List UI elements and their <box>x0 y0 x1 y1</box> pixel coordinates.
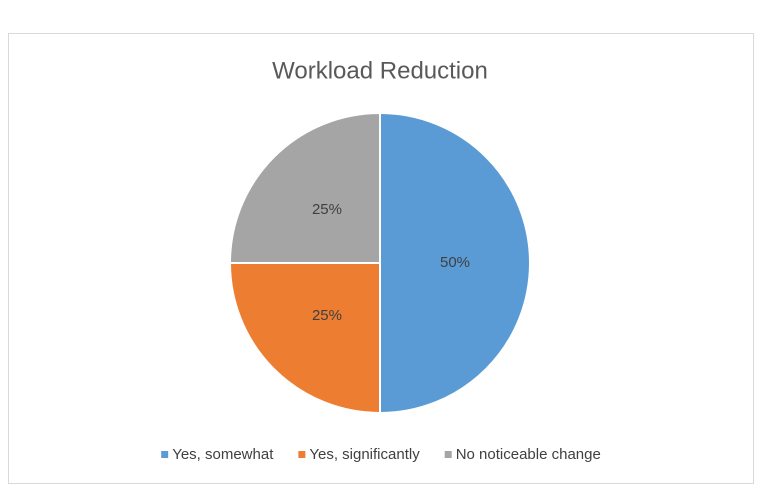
legend-marker <box>161 451 169 458</box>
legend-marker <box>444 451 452 458</box>
chart-title: Workload Reduction <box>272 57 488 84</box>
data-label: 25% <box>312 201 342 218</box>
legend-label: No noticeable change <box>456 446 601 463</box>
pie-slice <box>379 111 531 415</box>
legend-label: Yes, somewhat <box>172 446 274 463</box>
legend: Yes, somewhat Yes, significantly No notice… <box>161 446 601 463</box>
pie-slice <box>228 262 381 415</box>
legend-marker <box>298 451 306 458</box>
legend-label: Yes, significantly <box>309 446 420 463</box>
data-label: 50% <box>440 254 470 271</box>
pie-slice <box>228 111 381 264</box>
data-label: 25% <box>312 307 342 324</box>
